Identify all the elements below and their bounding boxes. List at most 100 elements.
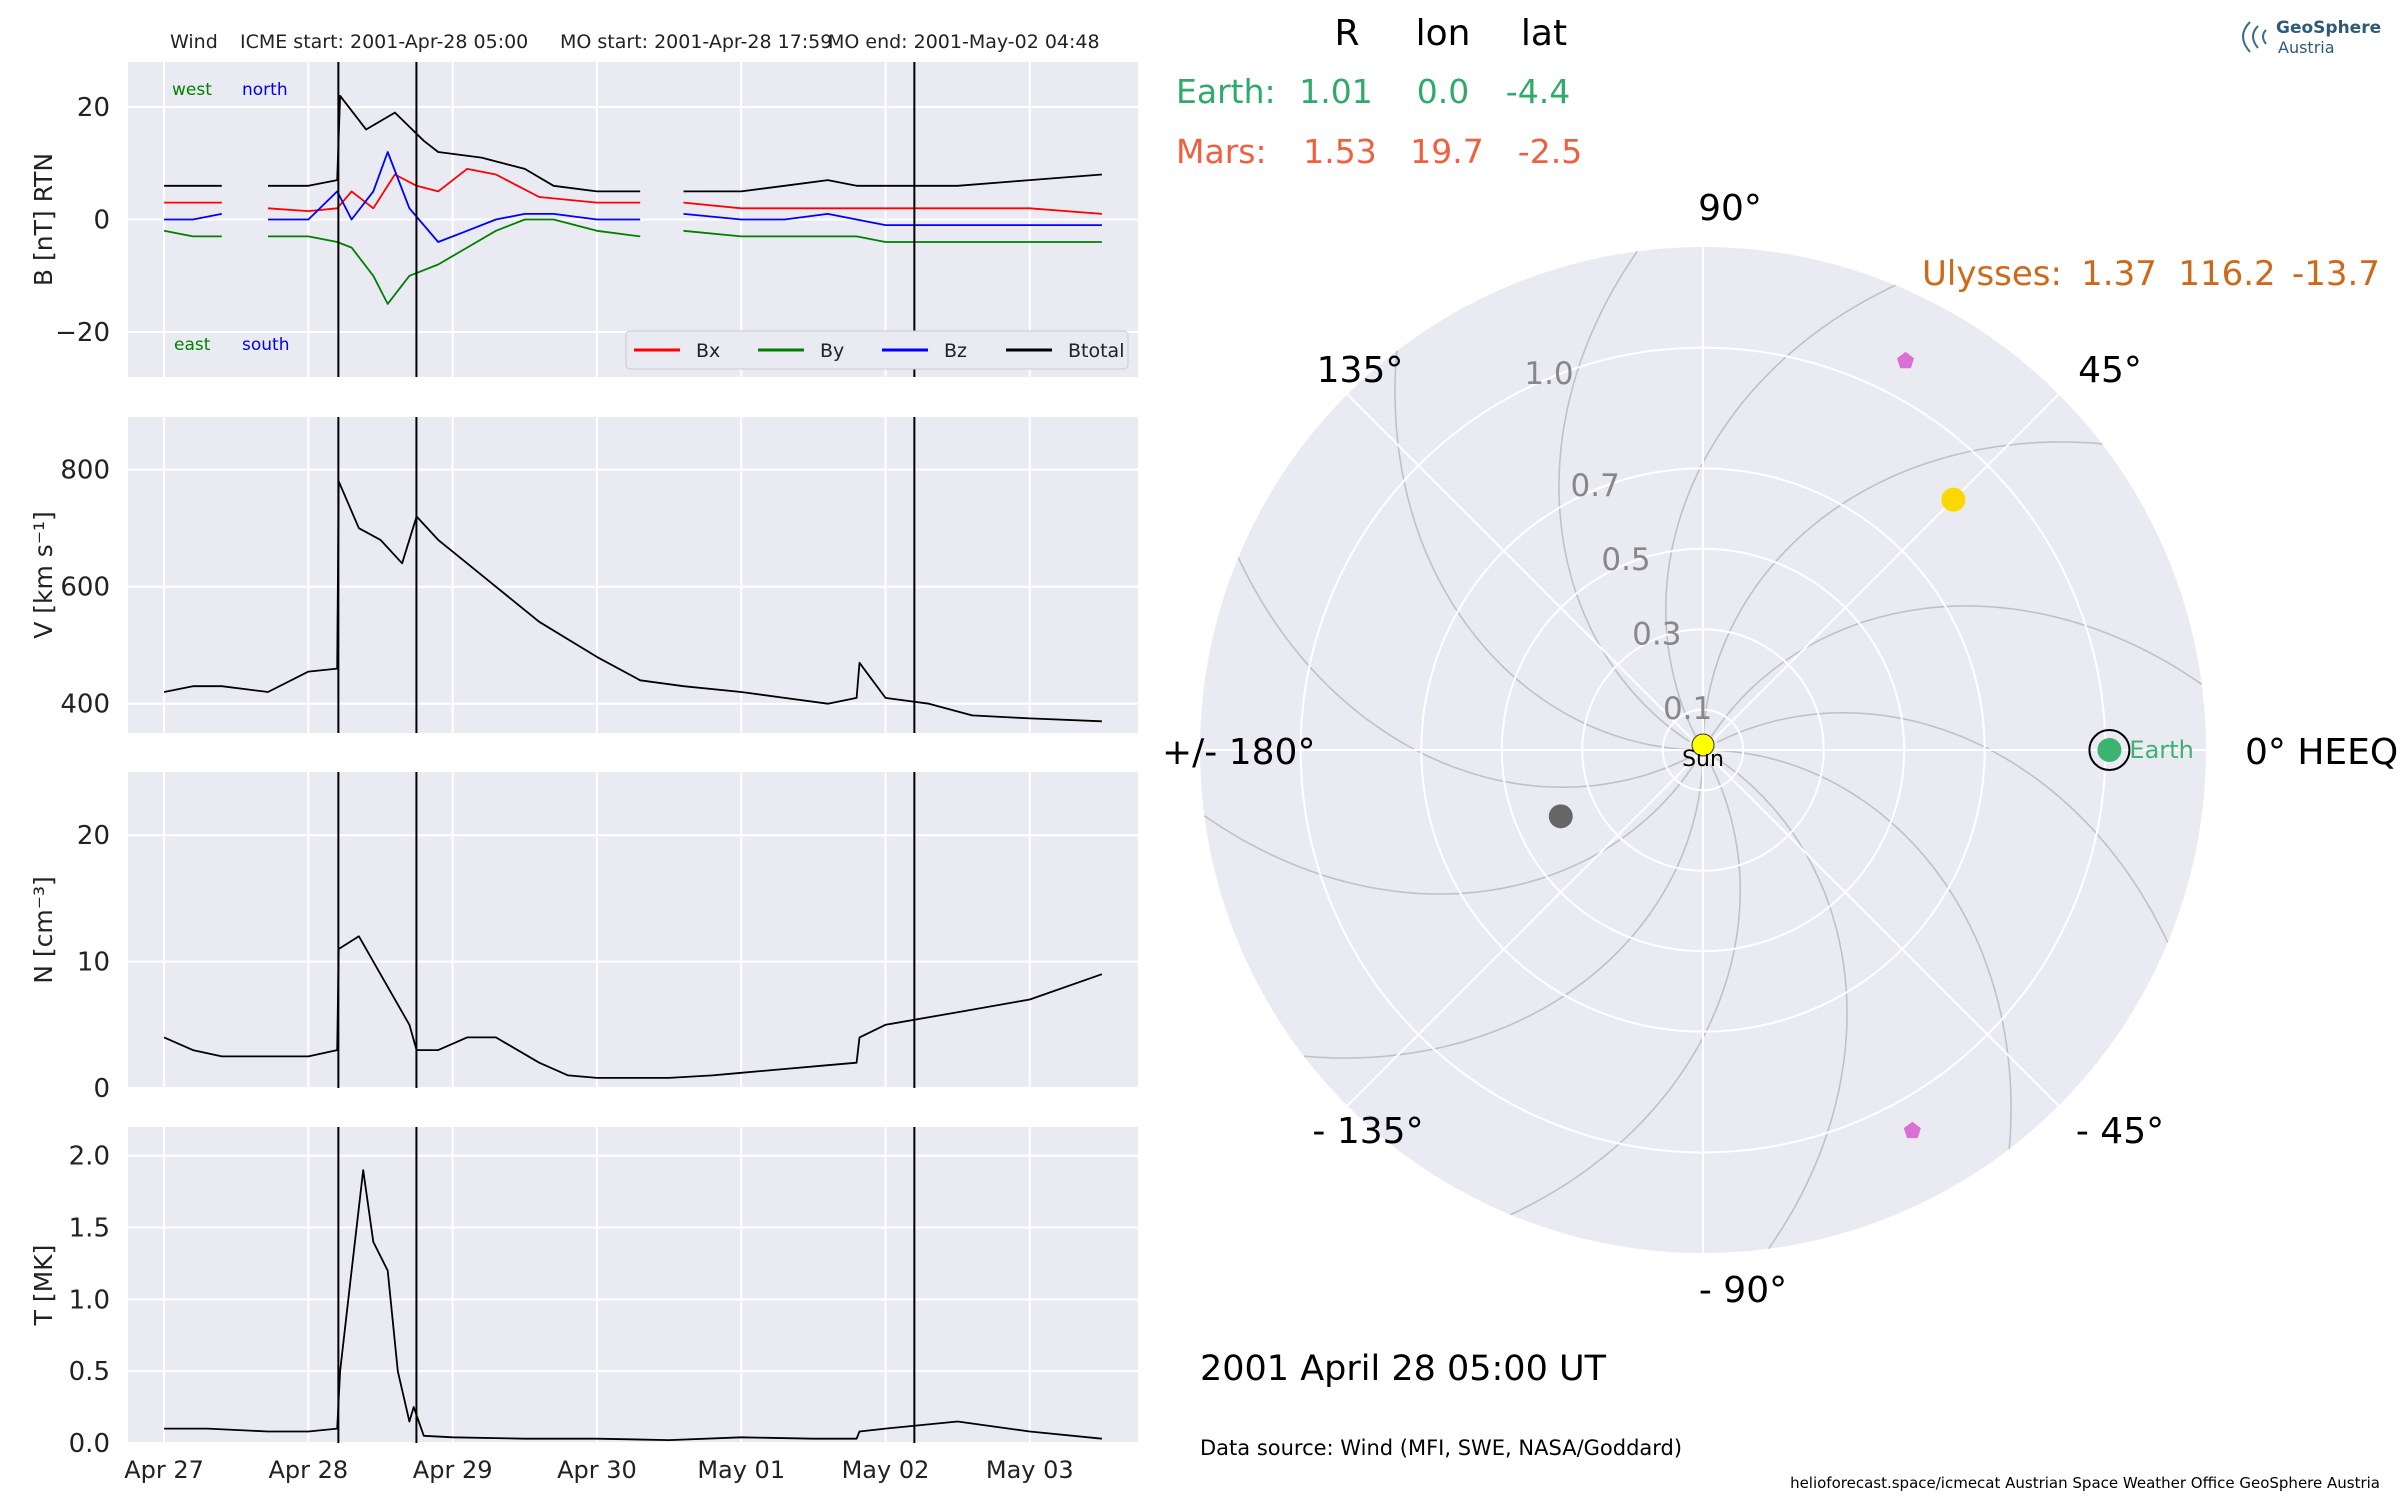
panel-3: 20 10 0 N [cm⁻³]	[29, 772, 1138, 1104]
body-marker	[1548, 804, 1573, 829]
panel-1: 20 0 −20 B [nT] RTN west north east south Bx By Bz…	[29, 62, 1138, 377]
angular-grid-spoke	[1702, 393, 2060, 751]
parker-spiral-line	[1303, 766, 1704, 1059]
earth-row-lat: -4.4	[1506, 72, 1570, 111]
parker-spiral-line	[1394, 350, 1687, 751]
footer-source: Data source: Wind (MFI, SWE, NASA/Goddar…	[1200, 1436, 1682, 1460]
legend-label-btotal: Btotal	[1068, 340, 1124, 362]
mars-row-name: Mars:	[1176, 132, 1267, 171]
angle-label: 135°	[1317, 350, 1404, 391]
parker-spiral-line	[1237, 557, 1690, 788]
y-tick-label: 1.0	[69, 1285, 110, 1315]
x-tick-label: May 02	[842, 1456, 930, 1484]
series-line-bx	[164, 168, 1102, 215]
parker-spiral-line	[1665, 284, 1896, 737]
angle-label: 0° HEEQ	[2245, 732, 2398, 773]
header-mo-start: MO start: 2001-Apr-28 17:59	[560, 31, 832, 53]
angle-label: - 90°	[1699, 1270, 1787, 1311]
parker-spiral-line	[1510, 763, 1741, 1216]
angular-grid-spoke	[1346, 393, 1704, 751]
header-spacecraft: Wind	[170, 31, 218, 53]
earth-row-name: Earth:	[1176, 72, 1276, 111]
y-tick-label: 800	[60, 456, 110, 486]
parker-spiral-line	[1558, 250, 1690, 743]
header-icme-start: ICME start: 2001-Apr-28 05:00	[240, 31, 528, 53]
parker-spiral-line	[1702, 441, 2103, 734]
geosphere-logo: GeoSphere Austria	[2242, 18, 2381, 57]
radial-tick-label: 0.3	[1632, 616, 1681, 652]
earth-ring	[2088, 729, 2131, 771]
col-header-lon: lon	[1416, 13, 1471, 54]
footer-credits: helioforecast.space/icmecat Austrian Spa…	[1790, 1474, 2380, 1492]
earth-row-lon: 0.0	[1417, 72, 1469, 111]
y-tick-label: 20	[77, 821, 110, 851]
spacecraft-marker	[1903, 1121, 1921, 1139]
timeseries-panels: 20 0 −20 B [nT] RTN west north east south Bx By Bz…	[29, 62, 1138, 1484]
direction-label-north: north	[242, 80, 288, 100]
radial-tick-label: 0.5	[1601, 542, 1650, 578]
x-tick-label: May 03	[986, 1456, 1074, 1484]
panel-background	[128, 772, 1138, 1088]
series-line-by	[163, 218, 1102, 305]
position-table: R lon lat Earth: 1.01 0.0 -4.4 Mars: 1.5…	[1176, 13, 2380, 294]
angle-label: 45°	[2078, 350, 2142, 391]
header-mo-end: MO end: 2001-May-02 04:48	[828, 31, 1100, 53]
legend-label-by: By	[820, 340, 844, 362]
mars-row-r: 1.53	[1303, 132, 1376, 171]
angle-label: 90°	[1698, 188, 1762, 229]
y-axis-label: B [nT] RTN	[29, 153, 58, 286]
direction-label-west: west	[172, 80, 212, 100]
series-line-btotal	[164, 94, 1102, 193]
series-line-data	[163, 480, 1102, 723]
footer-date: 2001 April 28 05:00 UT	[1200, 1349, 1607, 1389]
angle-label: +/- 180°	[1162, 732, 1315, 773]
ulysses-row-lat: -13.7	[2292, 254, 2380, 294]
y-axis-label: V [km s⁻¹]	[29, 511, 58, 639]
parker-spirals	[1203, 250, 2203, 1250]
polar-plot: 0.1 0.3 0.5 0.7 1.0 90° 45° 0° HEEQ - 45° - 90° - …	[1162, 188, 2398, 1311]
angle-label: - 45°	[2076, 1111, 2164, 1152]
series-line-data	[163, 935, 1103, 1079]
col-header-r: R	[1334, 13, 1359, 54]
angle-label: - 135°	[1312, 1111, 1423, 1152]
x-tick-label: Apr 30	[557, 1456, 637, 1484]
mars-row-lon: 19.7	[1410, 132, 1483, 171]
ulysses-row-r: 1.37	[2081, 254, 2157, 294]
body-marker	[1941, 487, 1966, 512]
y-tick-label: 2.0	[69, 1142, 110, 1172]
radial-tick-label: 1.0	[1524, 356, 1573, 392]
y-tick-label: 20	[77, 93, 110, 123]
earth-label: Earth	[2129, 736, 2193, 764]
y-tick-label: 0.5	[69, 1357, 110, 1387]
panel-2: 800 600 400 V [km s⁻¹]	[29, 417, 1138, 733]
ulysses-row-name: Ulysses:	[1922, 254, 2062, 294]
logo-line1: GeoSphere	[2276, 18, 2381, 38]
x-tick-label: May 01	[697, 1456, 785, 1484]
angular-grid-spoke	[1346, 749, 1704, 1107]
panel-background	[128, 1127, 1138, 1443]
earth-marker	[2097, 738, 2122, 762]
ulysses-row-lon: 116.2	[2178, 254, 2275, 294]
y-tick-label: 1.5	[69, 1214, 110, 1244]
sun-marker	[1691, 733, 1715, 757]
radial-tick-label: 0.7	[1571, 468, 1620, 504]
legend-label-bz: Bz	[944, 340, 967, 362]
direction-label-south: south	[242, 335, 289, 355]
y-tick-label: 0.0	[69, 1429, 110, 1459]
parker-spiral-line	[1719, 749, 2012, 1150]
y-tick-label: −20	[55, 318, 110, 348]
legend-box	[625, 330, 1129, 370]
logo-line2: Austria	[2278, 38, 2335, 57]
panel-4: 2.0 1.5 1.0 0.5 0.0 T [MK] Apr 27 Apr 28 Apr 29 A…	[29, 1127, 1138, 1484]
legend-label-bx: Bx	[696, 340, 720, 362]
radial-tick-label: 0.1	[1663, 691, 1712, 727]
legend: Bx By Bz Btotal	[625, 330, 1129, 370]
parker-spiral-line	[1710, 605, 2203, 737]
spacecraft-marker	[1897, 351, 1915, 369]
parker-spiral-line	[1716, 757, 1848, 1250]
y-tick-label: 0	[93, 1074, 110, 1104]
x-tick-label: Apr 27	[124, 1456, 204, 1484]
col-header-lat: lat	[1521, 13, 1567, 54]
y-tick-label: 10	[77, 948, 110, 978]
series-line-bz	[164, 151, 1102, 243]
